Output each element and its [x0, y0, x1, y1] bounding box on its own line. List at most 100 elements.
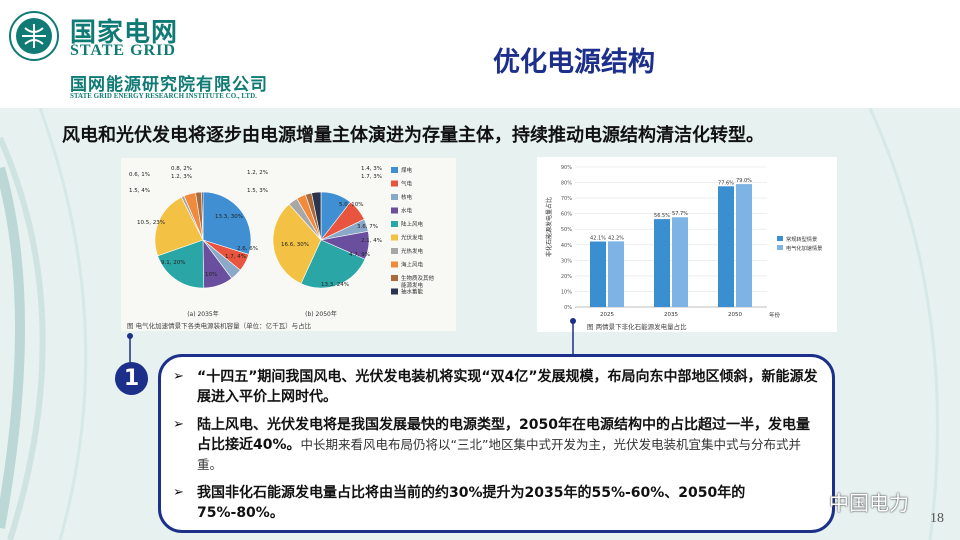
legend-swatch — [391, 194, 398, 200]
legend-swatch — [391, 167, 398, 173]
state-grid-logo-icon — [9, 11, 59, 61]
bar-legend-swatch — [777, 236, 783, 241]
bar-x-axis-label: 年份 — [769, 311, 781, 319]
bar — [608, 241, 624, 307]
bar-data-label: 57.7% — [672, 211, 688, 217]
pie-legend-label: 生物质及其他 — [401, 274, 435, 282]
pie-data-label: 1.4, 3% — [361, 166, 382, 172]
section-number-badge: 1 — [115, 362, 148, 395]
pie-data-label: 0.6, 1% — [129, 172, 150, 178]
legend-swatch — [391, 275, 398, 281]
pie-slice — [311, 191, 322, 241]
pie-legend-label-cont: 能源发电 — [401, 281, 424, 289]
pie-data-label: 1.7, 3% — [361, 174, 382, 180]
pie-slice — [202, 191, 252, 255]
pie-data-label: 1.2, 3% — [171, 174, 192, 180]
bar-data-label: 79.0% — [736, 178, 752, 184]
pie-data-label: 1.7, 4% — [225, 254, 246, 260]
pie-chart-figure: 0.8, 2% 1.2, 3% 0.6, 1% 1.5, 4% 13.3, 30% 2.6… — [121, 158, 456, 331]
background-swirl-decoration — [0, 108, 939, 540]
pie-data-label: 2.1, 4% — [361, 238, 382, 244]
bar-figure-caption: 图 两情景下非化石能源发电量占比 — [587, 322, 687, 331]
bullet-points-box: ➢ “十四五”期间我国风电、光伏发电装机将实现“双4亿”发展规模，布局向东中部地… — [158, 354, 835, 533]
pie-slice — [201, 191, 204, 241]
pie-legend-label: 海上风电 — [401, 261, 424, 269]
pie-data-label: 13.3, 30% — [215, 214, 243, 220]
institute-name-cn: 国网能源研究院有限公司 — [70, 75, 268, 95]
bar-y-tick: 60% — [561, 212, 572, 218]
pie-slice — [272, 203, 322, 285]
pie-data-label: 1.5, 3% — [247, 188, 268, 194]
bullet-item-2: ➢ 陆上风电、光伏发电将是我国发展最快的电源类型，2050年在电源结构中的占比超… — [173, 415, 818, 475]
bar-chart-figure: 0% 10% 20% 30% 40% 50% 60% 70% 80% 90% 42.1% 42.2%… — [537, 157, 837, 332]
pie-chart-svg: 0.8, 2% 1.2, 3% 0.6, 1% 1.5, 4% 13.3, 30% 2.6… — [127, 166, 435, 330]
pie-2035-label: (a) 2035年 — [187, 310, 219, 318]
bar — [718, 186, 734, 307]
pie-data-label: 3.6, 7% — [357, 224, 378, 230]
pie-data-label: 1.5, 4% — [129, 188, 150, 194]
bullet-3-text: 我国非化石能源发电量占比将由当前的约30%提升为2035年的55%-60%、20… — [197, 485, 746, 521]
pie-figure-caption: 图 电气化加速情景下各类电源装机容量（单位：亿千瓦）与占比 — [127, 321, 312, 330]
pie-data-label: 13.3, 24% — [321, 282, 349, 288]
bar-x-tick: 2050 — [728, 312, 742, 318]
logo-text-cn: 国家电网 — [70, 18, 179, 48]
bar-legend-label: 电气化加速情景 — [786, 244, 822, 252]
pie-data-label: 4.7, 9% — [349, 252, 370, 258]
bullet-2-detail-text: 中长期来看风电布局仍将以“三北”地区集中式开发为主，光伏发电装机宜集中式与分布式… — [197, 437, 801, 472]
bar-x-tick: 2035 — [664, 312, 678, 318]
pie-legend-label: 核电 — [401, 193, 413, 201]
bar-y-axis-label: 非化石能源发电量占比 — [545, 197, 553, 257]
header: 国家电网 STATE GRID 国网能源研究院有限公司 STATE GRID E… — [0, 0, 960, 108]
bullet-item-3: ➢ 我国非化石能源发电量占比将由当前的约30%提升为2035年的55%-60%、… — [173, 483, 818, 523]
pie-legend-label: 陆上风电 — [401, 220, 424, 228]
pie-data-label: 1.2, 2% — [247, 170, 268, 176]
arrow-bullet-icon: ➢ — [173, 417, 184, 432]
pie-data-label: 0.8, 2% — [171, 166, 192, 172]
pie-data-label: 10% — [205, 272, 217, 278]
bar-legend-label: 常规转型情景 — [786, 235, 817, 243]
pie-slice — [300, 239, 366, 289]
bar — [672, 217, 688, 307]
bullet-item-1: ➢ “十四五”期间我国风电、光伏发电装机将实现“双4亿”发展规模，布局向东中部地… — [173, 367, 818, 407]
pie-legend-label: 煤电 — [401, 166, 413, 174]
bar-data-label: 56.5% — [654, 213, 670, 219]
pie-data-label: 16.6, 30% — [281, 242, 309, 248]
pie-data-label: 10.5, 23% — [137, 220, 165, 226]
pie-legend-label: 气电 — [401, 180, 413, 188]
pie-data-label: 2.6, 6% — [237, 246, 258, 252]
legend-swatch — [391, 248, 398, 254]
bar-y-tick: 90% — [561, 165, 572, 171]
pie-data-label: 9.1, 20% — [161, 260, 185, 266]
bar-y-tick: 20% — [561, 274, 572, 280]
bar-y-tick: 30% — [561, 258, 572, 264]
bullet-2-strong-text: 陆上风电、光伏发电将是我国发展最快的电源类型，2050年在电源结构中的占比超过一… — [197, 417, 810, 453]
pie-legend-label: 抽水蓄能 — [401, 288, 424, 296]
bar-y-tick: 70% — [561, 196, 572, 202]
legend-swatch — [391, 180, 398, 187]
page-number: 18 — [930, 511, 944, 526]
bar — [736, 184, 752, 307]
pie-2050-label: (b) 2050年 — [305, 310, 337, 318]
bar-chart-svg: 0% 10% 20% 30% 40% 50% 60% 70% 80% 90% 42.1% 42.2%… — [545, 165, 822, 331]
logo: 国家电网 STATE GRID 国网能源研究院有限公司 STATE GRID E… — [8, 8, 288, 100]
pie-2050: 1.4, 3% 1.7, 3% 1.2, 2% 1.5, 3% 5.0, 10% 3.6,… — [247, 166, 382, 289]
watermark-text: 中国电力 — [829, 491, 909, 515]
legend-swatch — [391, 234, 398, 241]
bar-y-tick: 40% — [561, 243, 572, 249]
pie-2035: 0.8, 2% 1.2, 3% 0.6, 1% 1.5, 4% 13.3, 30% 2.6… — [129, 166, 258, 289]
bar-y-tick: 80% — [561, 181, 572, 187]
bar — [654, 219, 670, 307]
legend-swatch — [391, 288, 398, 295]
pie-data-label: 5.0, 10% — [339, 202, 363, 208]
bullet-1-text: “十四五”期间我国风电、光伏发电装机将实现“双4亿”发展规模，布局向东中部地区倾… — [197, 369, 818, 405]
institute-name-en: STATE GRID ENERGY RESEARCH INSTITUTE CO.… — [70, 92, 257, 100]
legend-swatch — [391, 207, 398, 214]
bar-data-label: 42.2% — [608, 235, 624, 241]
bar-y-tick: 10% — [561, 289, 572, 295]
legend-swatch — [391, 221, 398, 227]
bar-data-label: 42.1% — [590, 236, 606, 242]
arrow-bullet-icon: ➢ — [173, 485, 184, 500]
